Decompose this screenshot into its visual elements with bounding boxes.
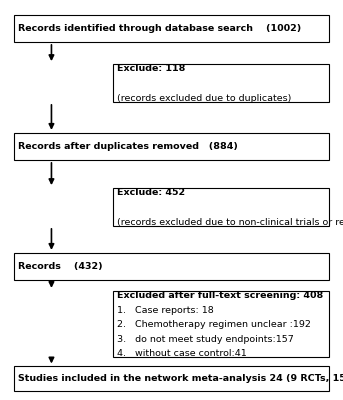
- FancyBboxPatch shape: [113, 188, 329, 226]
- FancyBboxPatch shape: [113, 291, 329, 357]
- Text: Records identified through database search    (1002): Records identified through database sear…: [18, 24, 301, 33]
- FancyBboxPatch shape: [14, 253, 329, 280]
- Text: Exclude: 118: Exclude: 118: [117, 64, 186, 73]
- FancyBboxPatch shape: [113, 64, 329, 102]
- FancyBboxPatch shape: [14, 366, 329, 391]
- Text: Studies included in the network meta-analysis 24 (9 RCTs, 15 non-RCTs): Studies included in the network meta-ana…: [18, 374, 343, 383]
- Text: 1.   Case reports: 18: 1. Case reports: 18: [117, 306, 214, 314]
- FancyBboxPatch shape: [14, 133, 329, 160]
- Text: 2.   Chemotherapy regimen unclear :192: 2. Chemotherapy regimen unclear :192: [117, 320, 311, 329]
- Text: 3.   do not meet study endpoints:157: 3. do not meet study endpoints:157: [117, 334, 294, 344]
- Text: Records after duplicates removed   (884): Records after duplicates removed (884): [18, 142, 238, 151]
- Text: Records    (432): Records (432): [18, 262, 103, 271]
- FancyBboxPatch shape: [14, 15, 329, 42]
- Text: Exclude: 452: Exclude: 452: [117, 188, 186, 197]
- Text: Excluded after full-text screening: 408: Excluded after full-text screening: 408: [117, 291, 323, 300]
- Text: (records excluded due to duplicates): (records excluded due to duplicates): [117, 94, 292, 103]
- Text: (records excluded due to non-clinical trials or review): (records excluded due to non-clinical tr…: [117, 218, 343, 227]
- Text: 4.   without case control:41: 4. without case control:41: [117, 349, 247, 358]
